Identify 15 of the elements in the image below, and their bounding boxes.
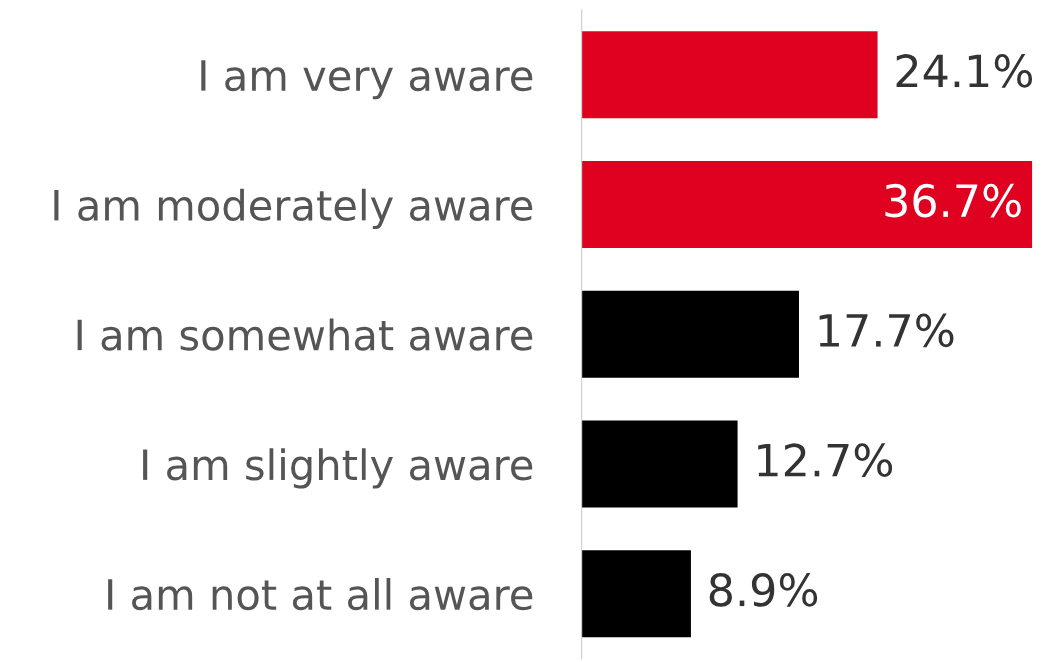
bar — [581, 161, 1033, 249]
y-tick-label: I am very aware — [201, 60, 533, 100]
data-label: 8.9% — [709, 573, 818, 607]
data-label: 17.7% — [819, 313, 954, 348]
data-label: 12.7% — [758, 443, 893, 477]
bar — [581, 550, 691, 638]
y-tick-label: I am moderately aware — [54, 188, 533, 230]
data-label: 36.7% — [885, 183, 1021, 218]
bar — [581, 420, 738, 508]
y-tick-label: I am not at all aware — [108, 577, 533, 611]
y-tick-label: I am somewhat aware — [77, 318, 533, 351]
data-label: 24.1% — [896, 54, 1033, 88]
y-tick-label: I am slightly aware — [143, 448, 533, 489]
bar — [581, 31, 878, 119]
bar — [581, 290, 799, 378]
